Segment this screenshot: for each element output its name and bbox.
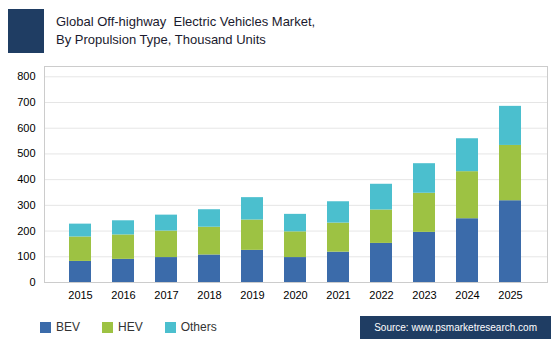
html-text:BEV: BEV [56, 320, 80, 334]
svg-text:2019: 2019 [240, 289, 264, 301]
svg-text:700: 700 [17, 96, 35, 108]
svg-text:300: 300 [17, 199, 35, 211]
svg-text:800: 800 [17, 70, 35, 82]
html-text:Global Off-highway Electric Ve: Global Off-highway Electric Vehicles Mar… [56, 14, 316, 29]
svg-text:2015: 2015 [68, 289, 92, 301]
svg-text:200: 200 [17, 225, 35, 237]
svg-text:600: 600 [17, 122, 35, 134]
svg-text:2018: 2018 [197, 289, 221, 301]
svg-text:0: 0 [29, 276, 35, 288]
html-text:HEV: HEV [118, 320, 143, 334]
svg-text:500: 500 [17, 147, 35, 159]
html-text:By Propulsion Type, Thousand U: By Propulsion Type, Thousand Units [56, 32, 266, 47]
svg-text:2024: 2024 [455, 289, 479, 301]
svg-text:2017: 2017 [154, 289, 178, 301]
svg-text:2020: 2020 [283, 289, 307, 301]
html-text:Source: www.psmarketresearch.c: Source: www.psmarketresearch.com [374, 321, 537, 333]
svg-text:2023: 2023 [412, 289, 436, 301]
svg-text:400: 400 [17, 173, 35, 185]
svg-text:2022: 2022 [369, 289, 393, 301]
svg-text:2021: 2021 [326, 289, 350, 301]
svg-text:2016: 2016 [111, 289, 135, 301]
html-text:Others: Others [180, 320, 217, 334]
svg-text:100: 100 [17, 250, 35, 262]
svg-text:2025: 2025 [498, 289, 522, 301]
